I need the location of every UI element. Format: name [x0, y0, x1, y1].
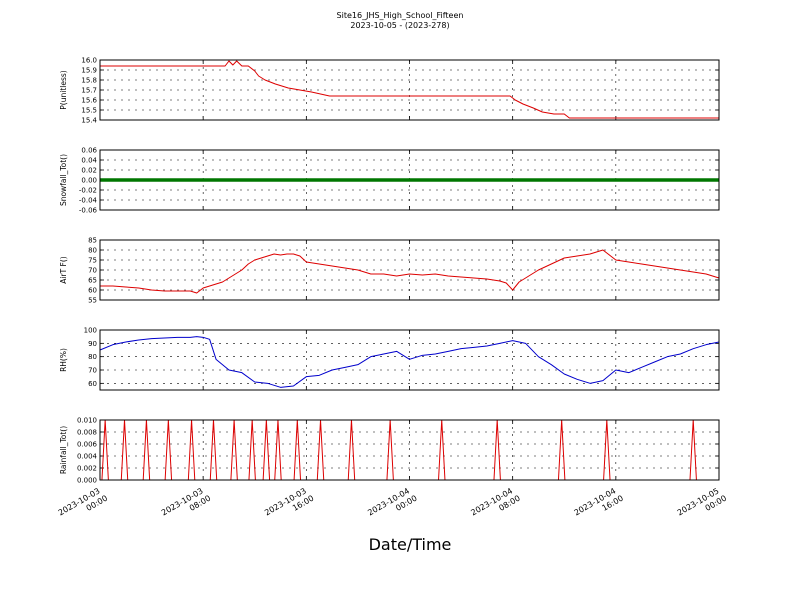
pressure-ytick-label: 16.0 — [81, 57, 97, 65]
pressure-ylabel: P(unitless) — [59, 70, 68, 109]
snowfall-ytick-label: 0.04 — [81, 157, 97, 165]
rh-series-line — [99, 336, 720, 388]
airtemp-ytick-label: 70 — [88, 267, 97, 275]
snowfall-ytick-label: 0.06 — [81, 147, 97, 155]
pressure-series-line — [100, 60, 719, 119]
rh-ytick-label: 80 — [88, 353, 97, 361]
snowfall-ytick-label: -0.06 — [79, 207, 98, 215]
snowfall-panel-frame — [99, 149, 720, 211]
x-axis-label: Date/Time — [368, 535, 452, 554]
airtemp-ylabel: AirT F() — [59, 256, 68, 284]
rh-ytick-label: 100 — [84, 327, 97, 335]
pressure-ytick-label: 15.7 — [81, 87, 97, 95]
rh-ytick-label: 60 — [88, 380, 97, 388]
rainfall-ytick-label: 0.004 — [77, 453, 98, 461]
rainfall-panel-frame — [99, 419, 720, 481]
rainfall-ytick-label: 0.010 — [77, 417, 97, 425]
airtemp-ytick-label: 75 — [88, 257, 97, 265]
snowfall-ytick-label: 0.02 — [81, 167, 97, 175]
chart-title: Site16_JHS_High_School_Fifteen — [336, 11, 464, 20]
pressure-ytick-label: 15.4 — [81, 117, 97, 125]
pressure-ytick-label: 15.6 — [81, 97, 97, 105]
rainfall-ytick-label: 0.002 — [77, 465, 97, 473]
pressure-panel-frame — [99, 59, 720, 121]
airtemp-ytick-label: 85 — [88, 237, 97, 245]
rh-panel-frame — [99, 329, 720, 391]
chart-subtitle: 2023-10-05 - (2023-278) — [350, 21, 450, 30]
rainfall-ylabel: Rainfall_Tot() — [59, 426, 68, 474]
rh-ylabel: RH(%) — [59, 348, 68, 372]
airtemp-ytick-label: 65 — [88, 277, 97, 285]
airtemp-ytick-label: 60 — [88, 287, 97, 295]
rainfall-ytick-label: 0.000 — [77, 477, 97, 485]
airtemp-series-line — [100, 249, 720, 294]
pressure-ytick-label: 15.5 — [81, 107, 97, 115]
airtemp-ytick-label: 55 — [88, 297, 97, 305]
snowfall-ytick-label: 0.00 — [81, 177, 97, 185]
snowfall-ytick-label: -0.04 — [79, 197, 98, 205]
rh-ytick-label: 70 — [88, 367, 97, 375]
snowfall-ytick-label: -0.02 — [79, 187, 97, 195]
rainfall-ytick-label: 0.006 — [77, 441, 98, 449]
pressure-ytick-label: 15.9 — [81, 67, 97, 75]
snowfall-ylabel: Snowfall_Tot() — [59, 154, 68, 206]
airtemp-ytick-label: 80 — [88, 247, 97, 255]
airtemp-panel-frame — [99, 239, 720, 301]
rh-ytick-label: 90 — [88, 340, 97, 348]
rainfall-ytick-label: 0.008 — [77, 429, 97, 437]
pressure-ytick-label: 15.8 — [81, 77, 97, 85]
